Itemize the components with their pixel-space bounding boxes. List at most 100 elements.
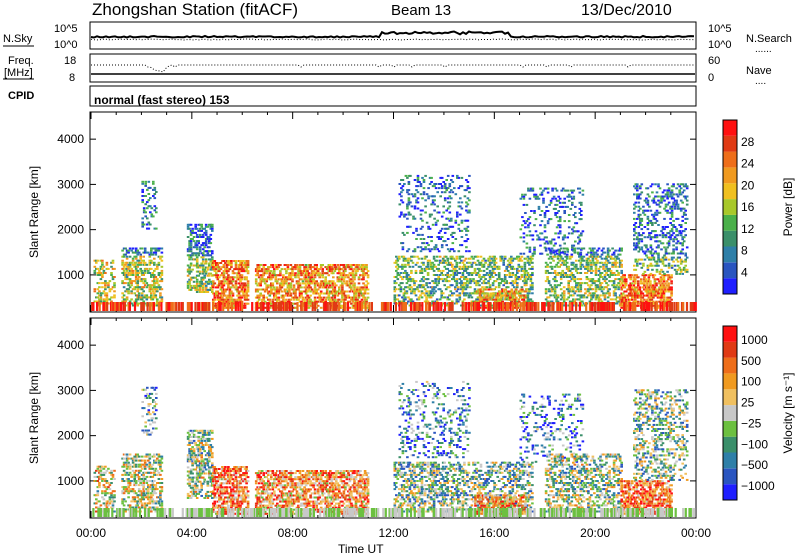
echo-cell [556, 257, 560, 260]
echo-cell [612, 290, 616, 293]
freq-label: Freq. [8, 55, 34, 67]
echo-cell [156, 280, 159, 283]
echo-cell [136, 290, 139, 293]
echo-cell [404, 259, 407, 262]
sky-right-tick-top: 10^5 [708, 23, 732, 35]
echo-cell [614, 294, 617, 297]
echo-cell [191, 231, 194, 234]
echo-cell [478, 290, 482, 293]
echo-cell [646, 284, 649, 287]
echo-cell [575, 222, 579, 225]
echo-cell [359, 266, 362, 269]
echo-cell [652, 252, 656, 255]
echo-cell [639, 213, 642, 216]
echo-cell [419, 193, 423, 196]
echo-cell [122, 274, 126, 276]
nave-legend-dots: .... [755, 76, 766, 87]
echo-cell [288, 298, 291, 301]
echo-cell [134, 286, 138, 289]
echo-cell [360, 274, 364, 277]
echo-cell [608, 288, 611, 291]
echo-cell [618, 261, 622, 264]
echo-cell [130, 290, 133, 293]
echo-cell [363, 272, 367, 275]
echo-cell [556, 272, 560, 274]
echo-cell [283, 264, 287, 266]
echo-cell [481, 290, 485, 293]
echo-cell [472, 257, 475, 260]
echo-cell [461, 274, 465, 276]
echo-cell [339, 304, 343, 307]
echo-cell [423, 288, 427, 291]
echo-cell [579, 294, 583, 297]
echo-cell [629, 282, 632, 285]
echo-cell [289, 286, 293, 289]
echo-cell [433, 199, 436, 202]
echo-cell [213, 306, 217, 309]
echo-cell [570, 255, 574, 258]
echo-cell [276, 268, 279, 271]
echo-cell [454, 219, 458, 222]
echo-cell [612, 294, 616, 297]
echo-cell [584, 288, 587, 291]
echo-cell [404, 174, 408, 177]
echo-cell [283, 300, 287, 303]
echo-cell [614, 265, 617, 268]
echo-cell [230, 282, 233, 285]
echo-cell [467, 265, 471, 268]
echo-cell [285, 270, 288, 273]
echo-cell [662, 296, 666, 299]
echo-cell [426, 265, 430, 268]
echo-cell [566, 205, 569, 208]
echo-cell [670, 282, 673, 285]
echo-cell [548, 218, 551, 221]
echo-cell [590, 294, 593, 297]
echo-cell [463, 294, 466, 297]
echo-cell [647, 276, 651, 279]
echo-cell [665, 274, 669, 277]
echo-cell [451, 231, 455, 234]
echo-cell [283, 276, 287, 279]
echo-cell [415, 189, 418, 192]
echo-cell [649, 185, 653, 188]
echo-cell [151, 247, 155, 250]
echo-cell [473, 255, 477, 258]
echo-cell [640, 292, 643, 295]
echo-cell [402, 300, 406, 303]
echo-cell [416, 201, 420, 204]
echo-cell [506, 269, 510, 272]
echo-cell [516, 286, 519, 289]
echo-cell [427, 197, 430, 200]
echo-cell [614, 259, 617, 262]
echo-cell [605, 257, 608, 260]
echo-cell [577, 230, 580, 233]
echo-cell [413, 217, 417, 220]
echo-cell [623, 296, 626, 299]
echo-cell [460, 185, 464, 188]
echo-cell [335, 268, 338, 271]
echo-cell [482, 257, 486, 260]
echo-cell [611, 263, 614, 266]
echo-cell [558, 244, 562, 247]
echo-cell [581, 304, 584, 307]
echo-cell [649, 246, 653, 249]
echo-cell [635, 276, 639, 279]
echo-cell [263, 300, 267, 303]
echo-cell [159, 272, 162, 274]
echo-cell [572, 274, 575, 276]
echo-cell [344, 270, 347, 273]
echo-cell [646, 300, 649, 303]
echo-cell [125, 267, 129, 270]
echo-cell [546, 278, 549, 281]
echo-cell [237, 296, 241, 299]
echo-cell [295, 282, 299, 285]
echo-cell [653, 294, 657, 297]
y-axis-label: Slant Range [km] [27, 166, 41, 258]
echo-cell [197, 264, 200, 267]
echo-cell [416, 197, 420, 200]
echo-cell [440, 185, 444, 188]
echo-cell [292, 306, 296, 309]
echo-cell [271, 282, 275, 285]
echo-cell [338, 270, 341, 273]
echo-cell [569, 195, 573, 198]
